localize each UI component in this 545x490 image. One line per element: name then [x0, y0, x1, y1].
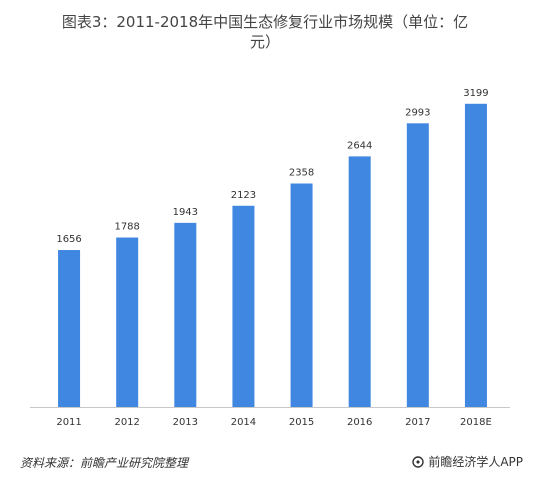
data-label-2018E: 3199	[463, 88, 488, 99]
data-label-2013: 1943	[173, 207, 198, 218]
x-tick-label-2017: 2017	[405, 417, 430, 428]
x-tick-label-2012: 2012	[114, 417, 139, 428]
data-label-2014: 2123	[231, 190, 256, 201]
data-label-2017: 2993	[405, 107, 430, 118]
bar-2013	[174, 222, 197, 407]
data-label-2011: 1656	[56, 234, 81, 245]
x-tick-label-2016: 2016	[347, 417, 372, 428]
chart-title-line2: 元）	[249, 33, 280, 51]
brand-logo-icon	[412, 455, 425, 468]
bar-2012	[116, 237, 139, 407]
x-tick-label-2011: 2011	[56, 417, 81, 428]
bar-2011	[58, 250, 81, 407]
chart-title: 图表3：2011-2018年中国生态修复行业市场规模（单位：亿 元）	[30, 12, 500, 52]
bar-2018E	[464, 103, 487, 407]
brand-credit: 前瞻经济学人APP	[412, 453, 523, 470]
bar-2015	[290, 183, 313, 407]
x-tick-label-2014: 2014	[231, 417, 256, 428]
x-tick-label-2013: 2013	[173, 417, 198, 428]
bar-2016	[348, 156, 371, 407]
source-note: 资料来源：前瞻产业研究院整理	[20, 456, 189, 470]
data-label-2012: 1788	[114, 222, 139, 233]
bar-2017	[406, 123, 429, 408]
data-label-2015: 2358	[289, 168, 314, 179]
bar-2014	[232, 205, 255, 407]
data-label-2016: 2644	[347, 140, 372, 151]
x-tick-label-2015: 2015	[289, 417, 314, 428]
x-tick-label-2018E: 2018E	[460, 417, 492, 428]
brand-name: 前瞻经济学人APP	[428, 455, 523, 469]
chart-title-line1: 图表3：2011-2018年中国生态修复行业市场规模（单位：亿	[61, 13, 469, 31]
